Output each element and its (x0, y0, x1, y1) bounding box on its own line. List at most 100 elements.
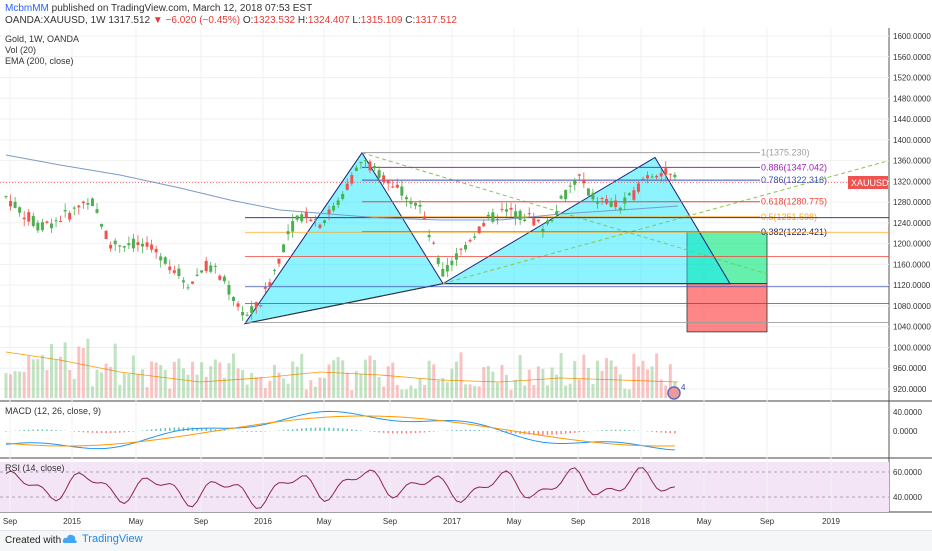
candle-body (418, 204, 422, 207)
chart-svg[interactable]: 1(1375.230) 0.886(1347.042) 0.786(1322.316… (0, 28, 932, 530)
candle-body (136, 242, 140, 246)
dashed-projection (442, 160, 890, 285)
candle-body (113, 240, 117, 245)
volume-bar (541, 368, 545, 398)
candle-body (145, 242, 149, 247)
volume-bar (286, 383, 290, 398)
volume-bar (213, 359, 217, 398)
volume-bar (659, 379, 663, 398)
candle-body (536, 219, 540, 222)
volume-bar (222, 377, 226, 398)
volume-bar (423, 385, 427, 398)
volume-bar (90, 386, 94, 398)
volume-bar (395, 384, 399, 398)
candle-body (227, 285, 231, 295)
target-stop-zones (686, 231, 768, 333)
volume-bar (523, 385, 527, 398)
volume-bar (177, 358, 181, 398)
candle-body (154, 248, 158, 253)
volume-bar (418, 378, 422, 398)
candle-body (618, 207, 622, 211)
volume-bar (354, 371, 358, 398)
macd-tick-label: 40.0000 (893, 408, 922, 417)
macd-tick-label: 0.0000 (893, 427, 918, 436)
chart-area[interactable]: 1(1375.230) 0.886(1347.042) 0.786(1322.316… (0, 28, 932, 530)
candle-body (122, 246, 126, 248)
candle-body (395, 184, 399, 188)
volume-bar (605, 358, 609, 398)
volume-bar (373, 359, 377, 398)
volume-bar (13, 371, 17, 398)
candle-body (400, 186, 404, 196)
candle-body (254, 302, 258, 308)
close-value: 1317.512 (415, 15, 457, 26)
price-axis: 1600.0000 1560.0000 1520.0000 1480.0000 1440… (893, 32, 931, 394)
volume-bar (159, 364, 163, 398)
volume-bar (327, 364, 331, 398)
volume-badge-icon[interactable] (667, 386, 681, 400)
volume-bar (122, 373, 126, 398)
volume-bar (50, 343, 53, 398)
fib-label: 1(1375.230) (761, 148, 810, 158)
candle-body (341, 194, 345, 199)
candle-body (59, 220, 63, 222)
volume-bar (118, 384, 122, 398)
price-tick-label: 1120.0000 (893, 281, 931, 290)
candle-body (532, 218, 536, 226)
candle-body (336, 200, 340, 205)
price-tick-label: 1160.0000 (893, 260, 931, 269)
volume-bar (131, 355, 135, 398)
volume-bar (100, 372, 104, 398)
candle-body (186, 287, 190, 289)
volume-bar (77, 346, 81, 398)
candle-body (668, 173, 672, 175)
price-tick-label: 1480.0000 (893, 94, 931, 103)
candle-body (213, 265, 217, 267)
fib-label: 0.886(1347.042) (761, 162, 827, 172)
price-tag: XAUUSD (851, 178, 889, 188)
candle-body (109, 244, 113, 249)
volume-bar (477, 386, 481, 398)
volume-bar (22, 372, 26, 398)
volume-bar (664, 385, 668, 398)
candle-body (541, 228, 545, 232)
volume-bar (641, 360, 645, 398)
candle-body (286, 231, 290, 235)
candle-body (623, 197, 627, 204)
time-tick-label: Sep (194, 517, 209, 526)
candle-body (282, 244, 286, 253)
volume-bar (495, 382, 499, 398)
volume-bar (386, 366, 390, 398)
author-link[interactable]: McbmMM (5, 3, 49, 14)
candle-body (464, 244, 468, 250)
close-label: C: (405, 15, 416, 26)
volume-bar (450, 368, 454, 398)
volume-bar (614, 366, 618, 398)
candle-body (573, 180, 577, 185)
candle-body (436, 257, 440, 264)
volume-bar (295, 366, 299, 398)
volume-bar (204, 376, 208, 398)
fibonacci-levels: 1(1375.230) 0.886(1347.042) 0.786(1322.316… (245, 148, 889, 323)
candle-body (368, 161, 372, 171)
volume-bar (304, 389, 308, 398)
tradingview-brand[interactable]: TradingView (62, 533, 143, 545)
volume-bar (245, 384, 249, 398)
candle-body (4, 196, 8, 198)
candle-body (559, 195, 563, 199)
candle-body (54, 220, 58, 222)
candle-body (491, 212, 495, 222)
price-tick-label: 1520.0000 (893, 74, 931, 83)
volume-bar (141, 369, 144, 398)
volume-bar (127, 373, 131, 398)
candle-body (646, 175, 650, 179)
volume-bar (323, 378, 326, 398)
candle-body (414, 202, 417, 206)
volume-bar (104, 363, 108, 398)
candle-body (627, 193, 631, 196)
candle-body (354, 167, 358, 171)
candle-body (409, 201, 413, 204)
candle-body (609, 201, 613, 207)
candle-body (181, 280, 185, 283)
candle-body (263, 286, 267, 289)
